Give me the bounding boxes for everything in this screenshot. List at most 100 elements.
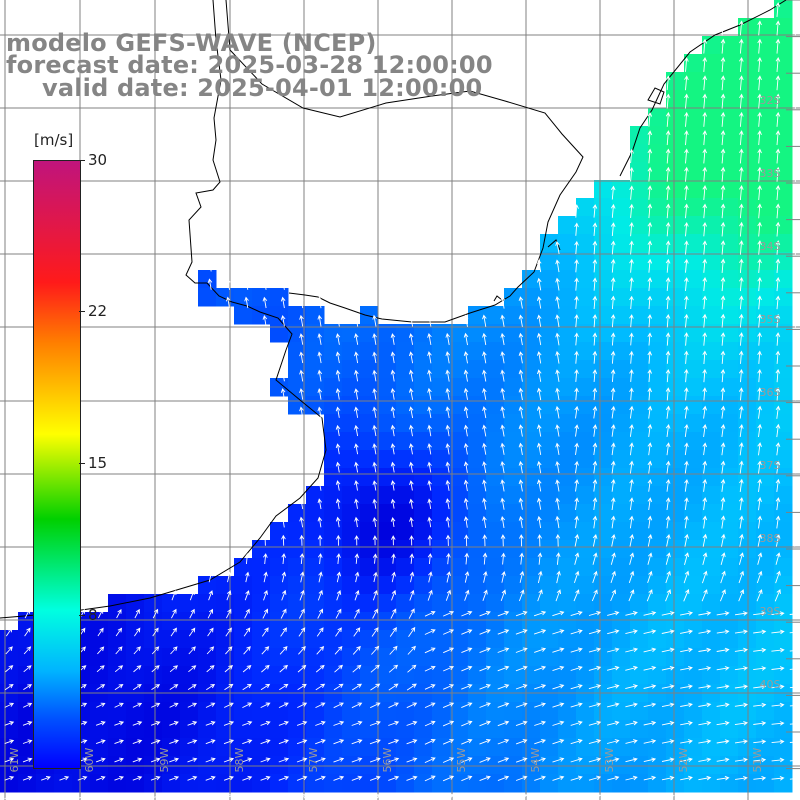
wind-cell <box>774 144 793 163</box>
wind-cell <box>648 414 667 433</box>
wind-arrow <box>739 93 744 109</box>
wind-cell <box>504 306 523 325</box>
wind-cell <box>198 720 217 739</box>
wind-arrow <box>794 423 799 438</box>
wind-arrow <box>738 350 744 364</box>
wind-arrow <box>244 553 250 565</box>
wind-arrow <box>775 240 781 255</box>
wind-cell <box>414 324 433 343</box>
wind-arrow <box>757 221 762 237</box>
wind-arrow <box>702 497 708 511</box>
wind-cell <box>108 756 127 775</box>
wind-cell <box>54 774 73 793</box>
wind-arrow <box>483 570 488 583</box>
wind-cell <box>540 450 559 469</box>
wind-cell <box>450 378 469 397</box>
wind-cell <box>594 468 613 487</box>
wind-arrow <box>463 442 469 455</box>
wind-arrow <box>720 570 726 584</box>
wind-cell <box>648 720 667 739</box>
wind-cell <box>630 450 649 469</box>
wind-cell <box>450 486 469 505</box>
wind-cell <box>666 270 685 289</box>
wind-arrow <box>647 295 653 310</box>
wind-cell <box>630 162 649 181</box>
wind-arrow <box>592 497 598 511</box>
wind-cell <box>540 774 559 793</box>
wind-arrow <box>629 533 635 547</box>
wind-cell <box>630 144 649 163</box>
wind-arrow <box>150 739 161 745</box>
wind-arrow <box>317 369 323 382</box>
wind-cell <box>522 738 541 757</box>
wind-arrow <box>299 333 304 345</box>
wind-cell <box>360 540 379 559</box>
wind-arrow <box>406 775 418 781</box>
wind-cell <box>252 738 271 757</box>
wind-cell <box>648 648 667 667</box>
wind-cell <box>756 612 775 631</box>
wind-cell <box>684 126 703 145</box>
wind-cell <box>540 414 559 433</box>
wind-arrow <box>684 497 689 511</box>
wind-cell <box>702 54 721 73</box>
wind-arrow <box>574 240 579 255</box>
wind-arrow <box>574 515 579 529</box>
wind-cell <box>306 342 325 361</box>
wind-cell <box>684 162 703 181</box>
wind-cell <box>756 108 775 127</box>
wind-cell <box>702 288 721 307</box>
wind-arrow <box>445 406 451 419</box>
wind-arrow <box>739 111 744 127</box>
wind-cell <box>756 702 775 721</box>
wind-arrow <box>354 590 360 601</box>
wind-cell <box>396 756 415 775</box>
wind-cell <box>594 306 613 325</box>
wind-cell <box>666 558 685 577</box>
wind-arrow <box>278 702 289 709</box>
wind-cell <box>702 540 721 559</box>
wind-cell <box>270 306 289 325</box>
wind-cell <box>756 270 775 289</box>
wind-arrow <box>702 203 708 219</box>
wind-arrow <box>610 350 616 364</box>
wind-arrow <box>96 775 106 781</box>
wind-arrow <box>610 258 616 273</box>
wind-arrow <box>734 720 749 726</box>
wind-cell <box>774 450 793 469</box>
wind-cell <box>342 702 361 721</box>
wind-cell <box>504 630 523 649</box>
wind-cell <box>666 180 685 199</box>
wind-arrow <box>610 295 616 310</box>
wind-cell <box>396 738 415 757</box>
wind-cell <box>522 432 541 451</box>
wind-arrow <box>424 739 436 745</box>
wind-arrow <box>775 442 781 456</box>
wind-arrow <box>263 553 268 565</box>
wind-arrow <box>775 166 781 182</box>
wind-cell <box>756 90 775 109</box>
latitude-label: 37S <box>760 459 781 472</box>
wind-arrow <box>427 369 432 382</box>
wind-arrow <box>771 611 785 616</box>
wind-arrow <box>351 794 363 800</box>
wind-arrow <box>739 56 744 72</box>
wind-arrow <box>702 442 708 456</box>
wind-cell <box>648 540 667 559</box>
wind-arrow <box>629 258 634 273</box>
wind-cell <box>432 666 451 685</box>
wind-arrow <box>720 221 726 237</box>
latitude-label: 38S <box>760 532 781 545</box>
wind-arrow <box>354 553 360 564</box>
wind-cell <box>450 612 469 631</box>
wind-arrow <box>114 721 125 726</box>
wind-cell <box>414 468 433 487</box>
wind-cell <box>702 450 721 469</box>
wind-cell <box>162 630 181 649</box>
wind-cell <box>270 594 289 613</box>
wind-cell <box>684 558 703 577</box>
wind-arrow <box>771 757 785 763</box>
wind-arrow <box>281 589 287 601</box>
wind-arrow <box>242 664 252 673</box>
